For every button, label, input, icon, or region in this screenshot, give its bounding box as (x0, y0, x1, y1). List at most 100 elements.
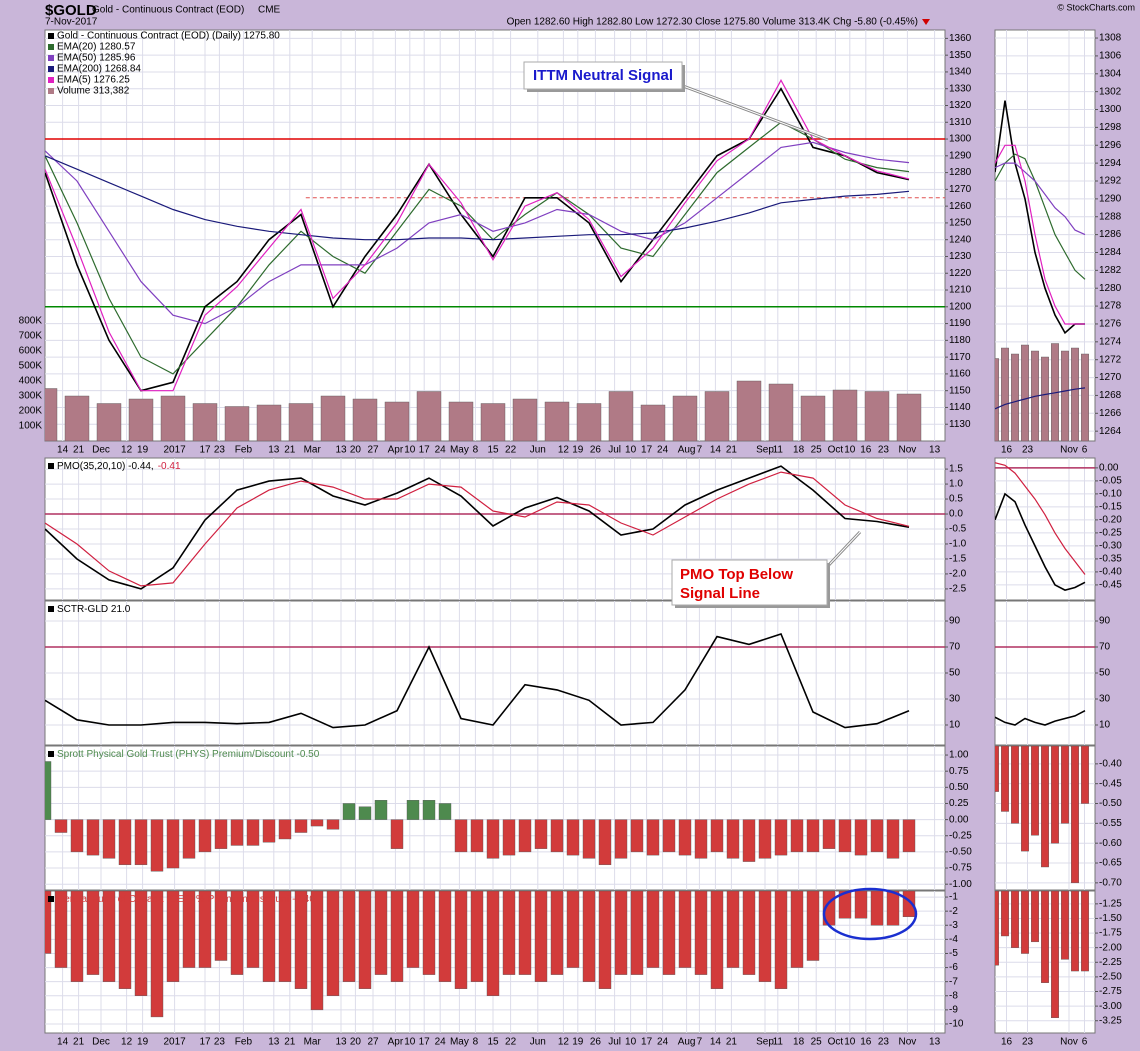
y-tick-label: 1360 (949, 33, 972, 44)
bar (256, 404, 282, 441)
bar (870, 891, 884, 926)
bar (822, 819, 836, 849)
annotation-text: Signal Line (680, 585, 760, 602)
x-tick-label: 14 (710, 1037, 722, 1048)
y-tick-label: -0.55 (1099, 818, 1122, 829)
y-tick-label: -10 (949, 1019, 964, 1030)
legend-entry: -0.41 (158, 461, 181, 472)
x-tick-label: 13 (335, 445, 347, 456)
bar (550, 891, 564, 975)
x-tick-label: 7 (697, 1037, 703, 1048)
y-tick-label: -0.60 (1099, 838, 1122, 849)
y-tick-label: -2.00 (1099, 942, 1122, 953)
x-tick-label: 24 (657, 445, 669, 456)
x-tick-label: 19 (137, 1037, 149, 1048)
bar (534, 891, 548, 982)
bar (448, 401, 474, 441)
bar (1051, 746, 1059, 844)
bar (854, 891, 868, 919)
y-tick-label: -1.25 (1099, 898, 1122, 909)
bar (352, 398, 378, 441)
bar (838, 891, 852, 919)
y-tick-label: -3.00 (1099, 1001, 1122, 1012)
x-tick-label: 14 (710, 445, 722, 456)
bar (544, 401, 570, 441)
x-tick-label: Nov (1060, 1037, 1078, 1048)
y-tick-label: 1.0 (949, 479, 963, 490)
bar (598, 891, 612, 989)
x-tick-label: Aug (678, 1037, 696, 1048)
bar (790, 891, 804, 968)
y-tick-label: 1250 (949, 218, 972, 229)
panels: 1130114011501160117011801190120012101220… (19, 29, 1122, 1048)
bar (758, 891, 772, 982)
highlight-ellipse (822, 887, 918, 941)
y-tick-label: 1272 (1099, 354, 1122, 365)
legend-entry: EMA(20) 1280.57 (57, 42, 136, 53)
legend-swatch (48, 55, 54, 61)
x-tick-label: Apr (388, 1037, 404, 1048)
bar (86, 819, 100, 856)
bar (406, 800, 420, 820)
bar (134, 891, 148, 996)
bar (406, 891, 420, 968)
x-tick-label: 2017 (163, 1037, 186, 1048)
y-tick-label: -2.5 (949, 584, 967, 595)
bar (262, 819, 276, 843)
y-tick-label: -2.50 (1099, 972, 1122, 983)
x-tick-label: 20 (350, 445, 362, 456)
line-series (995, 709, 1086, 726)
y-tick-label: -0.5 (949, 524, 967, 535)
bar (566, 891, 580, 968)
x-tick-label: 21 (726, 1037, 738, 1048)
down-arrow (922, 19, 930, 25)
bar (326, 891, 340, 996)
annotation-text: ITTM Neutral Signal (533, 67, 673, 84)
bar (512, 398, 538, 441)
bar (1081, 353, 1089, 441)
bar (102, 819, 116, 859)
bar (438, 891, 452, 982)
y-tick-label: 10 (1099, 720, 1111, 731)
y-tick-label: 70 (949, 642, 961, 653)
bar (262, 891, 276, 982)
bar (768, 383, 794, 441)
bar (1021, 891, 1029, 954)
bar (694, 891, 708, 975)
x-tick-label: 24 (435, 1037, 447, 1048)
bar (134, 819, 148, 866)
y-tick-label: -0.05 (1099, 476, 1122, 487)
y-tick-label: 1190 (949, 318, 971, 329)
bar (902, 819, 916, 853)
y-tick-label: -5 (949, 948, 958, 959)
x-tick-label: 22 (505, 1037, 517, 1048)
y-tick-label: -0.45 (1099, 778, 1122, 789)
plot-area (995, 746, 1095, 890)
y-tick-label: -9 (949, 1005, 958, 1016)
x-tick-label: 13 (268, 445, 280, 456)
bar (358, 806, 372, 820)
y-tick-label: -3 (949, 920, 958, 931)
x-tick-label: 10 (625, 445, 637, 456)
x-tick-label: 16 (860, 1037, 872, 1048)
bar (230, 819, 244, 846)
bar (128, 398, 154, 441)
y-tick-label: -0.25 (949, 830, 972, 841)
bar (1011, 353, 1019, 441)
bar (278, 819, 292, 840)
bar (678, 891, 692, 968)
x-tick-label: 17 (641, 1037, 653, 1048)
y-tick-label: -3.25 (1099, 1015, 1122, 1026)
bar (774, 891, 788, 989)
y-tick-label: 30 (1099, 694, 1111, 705)
bar (1081, 746, 1089, 804)
bar (160, 395, 186, 441)
y-tick-label: -2.0 (949, 569, 967, 580)
bar (224, 406, 250, 441)
y-tick-label: 1298 (1099, 122, 1122, 133)
y-tick-label: -1.50 (1099, 913, 1122, 924)
y-tick-label: 1266 (1099, 408, 1122, 419)
bar (832, 389, 858, 441)
y-tick-label: -7 (949, 976, 958, 987)
x-tick-label: Feb (235, 445, 253, 456)
